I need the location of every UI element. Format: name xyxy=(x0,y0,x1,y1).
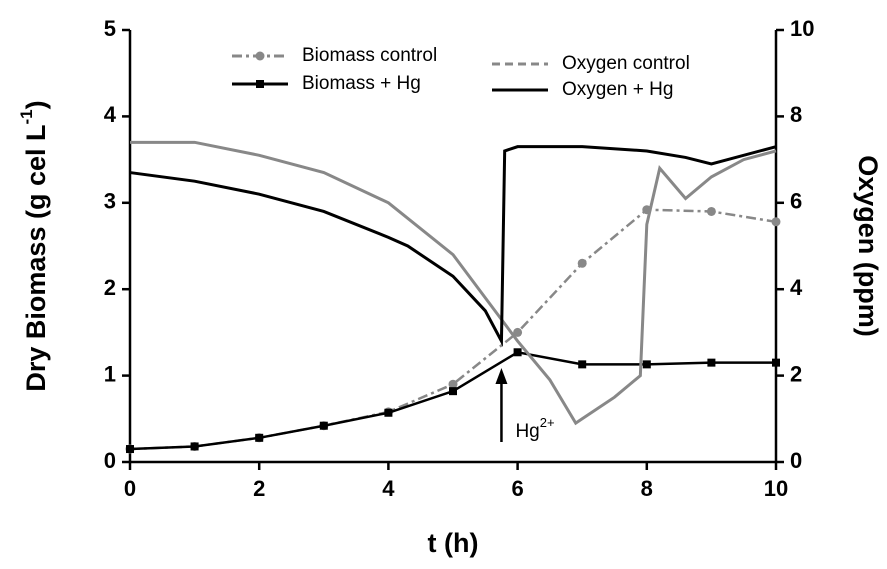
line xyxy=(129,350,776,451)
x-axis-title: t (h) xyxy=(428,528,479,558)
marker xyxy=(578,360,587,369)
x-tick-label: 0 xyxy=(124,476,136,501)
x-tick-label: 10 xyxy=(764,476,788,501)
legend-marker xyxy=(256,80,264,88)
y-tick-label: 3 xyxy=(104,189,116,214)
y2-tick-label: 4 xyxy=(790,275,803,300)
annotation-arrowhead xyxy=(495,368,508,384)
line xyxy=(129,145,777,347)
marker xyxy=(319,421,328,430)
x-tick-label: 2 xyxy=(253,476,265,501)
marker xyxy=(642,360,651,369)
marker xyxy=(255,433,264,442)
y-tick-label: 1 xyxy=(104,361,116,386)
marker xyxy=(707,358,716,367)
marker xyxy=(384,408,393,417)
marker xyxy=(772,358,780,367)
y-tick-label: 0 xyxy=(104,448,116,473)
y-tick-label: 4 xyxy=(104,102,117,127)
y2-axis-title: Oxygen (ppm) xyxy=(853,155,883,337)
annotation-sup: 2+ xyxy=(540,415,555,430)
y-tick-label: 5 xyxy=(104,16,116,41)
marker xyxy=(190,442,199,451)
legend-label: Biomass control xyxy=(302,45,437,66)
marker xyxy=(577,258,587,268)
marker xyxy=(448,379,458,389)
marker xyxy=(449,387,457,396)
y2-tick-label: 8 xyxy=(790,102,802,127)
x-tick-label: 6 xyxy=(511,476,523,501)
legend-marker xyxy=(255,51,265,61)
y2-tick-label: 6 xyxy=(790,189,802,214)
y-axis-title-sup: -1 xyxy=(17,109,36,124)
legend-label: Oxygen control xyxy=(562,53,690,74)
annotation-text: Hg xyxy=(515,421,539,442)
marker xyxy=(513,348,522,357)
marker xyxy=(771,217,781,227)
y-tick-label: 2 xyxy=(104,275,116,300)
y-axis-title: Dry Biomass (g cel L-1) xyxy=(17,100,51,391)
line xyxy=(129,208,777,451)
legend-label: Biomass + Hg xyxy=(302,73,421,94)
line xyxy=(130,140,777,426)
annotation: Hg2+ xyxy=(515,415,554,442)
x-tick-label: 8 xyxy=(641,476,653,501)
x-tick-label: 4 xyxy=(382,476,395,501)
y2-tick-label: 10 xyxy=(790,16,814,41)
marker xyxy=(706,206,716,216)
legend-label: Oxygen + Hg xyxy=(562,79,673,100)
y2-tick-label: 0 xyxy=(790,448,802,473)
y-axis-title-suffix: ) xyxy=(21,100,51,109)
marker xyxy=(126,445,134,454)
y-axis-title-text: Dry Biomass (g cel L xyxy=(21,125,51,392)
marker xyxy=(513,327,523,337)
y2-tick-label: 2 xyxy=(790,361,802,386)
